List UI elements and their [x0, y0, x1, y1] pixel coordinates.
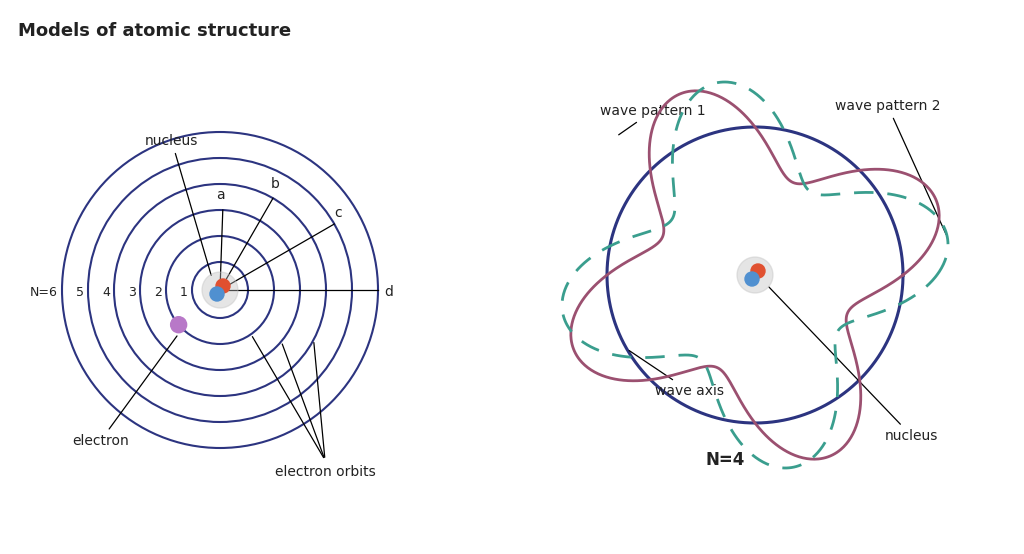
Text: wave pattern 1: wave pattern 1	[600, 104, 706, 135]
Circle shape	[171, 317, 186, 333]
Text: wave axis: wave axis	[629, 351, 724, 398]
Text: c: c	[335, 206, 342, 220]
Text: 2: 2	[155, 285, 162, 299]
Circle shape	[751, 264, 765, 278]
Circle shape	[202, 272, 238, 308]
Text: electron orbits: electron orbits	[274, 465, 376, 479]
Text: electron: electron	[72, 336, 177, 448]
Text: 1: 1	[180, 285, 188, 299]
Text: wave pattern 2: wave pattern 2	[835, 99, 946, 234]
Text: b: b	[270, 177, 280, 191]
Text: nucleus: nucleus	[145, 134, 211, 275]
Circle shape	[745, 272, 759, 286]
Circle shape	[210, 287, 224, 301]
Text: Models of atomic structure: Models of atomic structure	[18, 22, 291, 40]
Text: 5: 5	[76, 285, 84, 299]
Text: N=6: N=6	[30, 285, 58, 299]
Text: a: a	[216, 188, 225, 202]
Text: N=4: N=4	[706, 451, 744, 469]
Circle shape	[216, 279, 230, 293]
Text: d: d	[384, 285, 393, 299]
Text: 4: 4	[102, 285, 110, 299]
Text: nucleus: nucleus	[769, 287, 938, 443]
Text: 3: 3	[128, 285, 136, 299]
Circle shape	[737, 257, 773, 293]
